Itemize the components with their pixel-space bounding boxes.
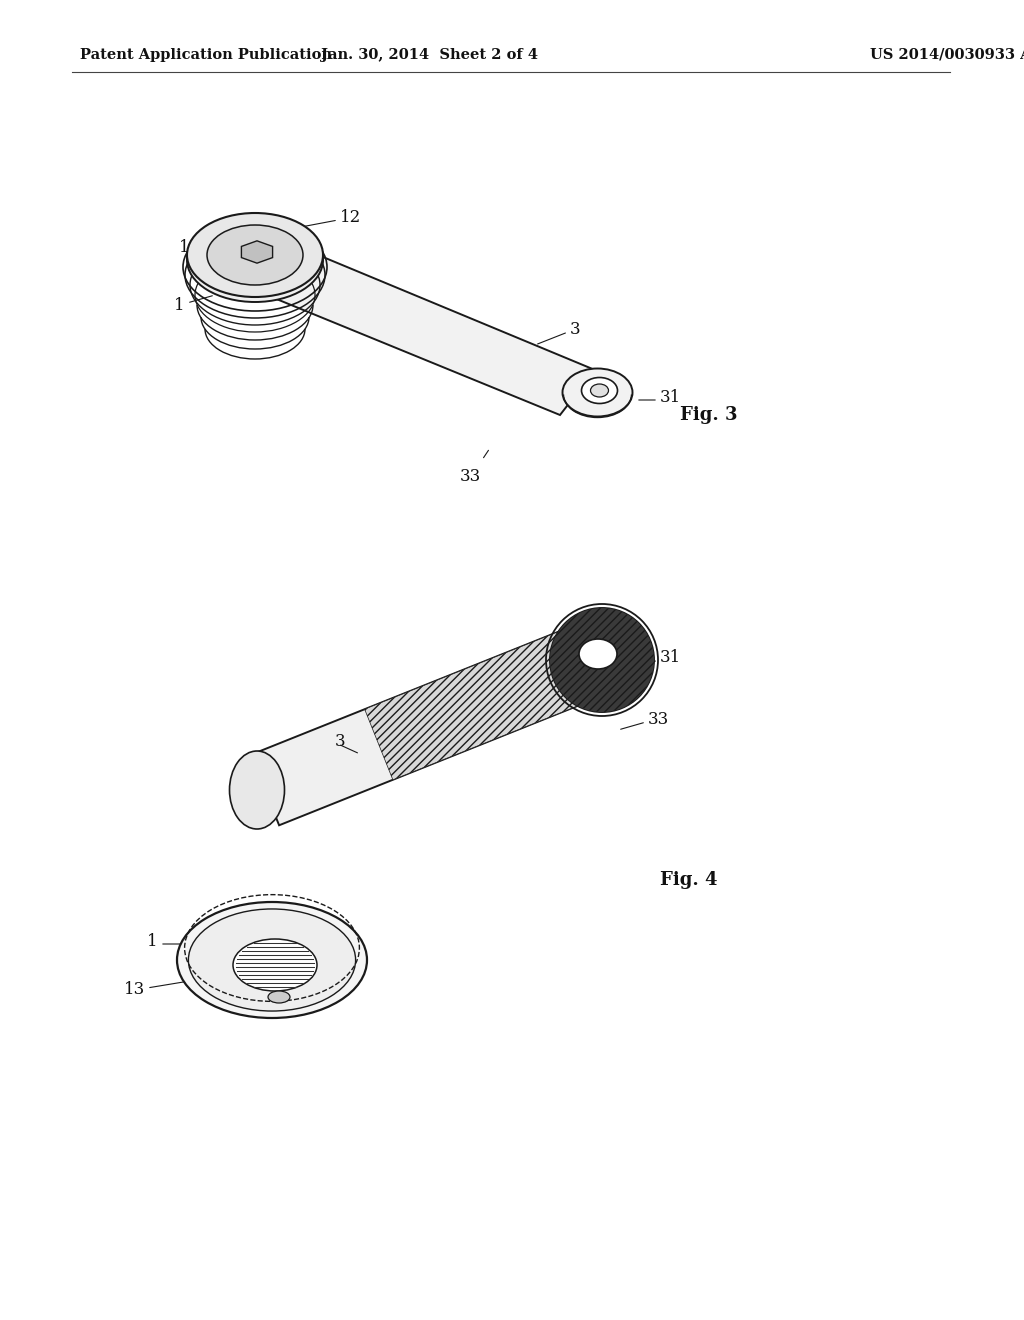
Text: Fig. 4: Fig. 4 — [660, 871, 718, 888]
Ellipse shape — [187, 213, 323, 297]
Ellipse shape — [550, 609, 654, 711]
Text: 33: 33 — [648, 711, 670, 729]
Ellipse shape — [591, 384, 608, 397]
Ellipse shape — [582, 378, 617, 404]
Ellipse shape — [562, 368, 633, 417]
Ellipse shape — [233, 939, 317, 991]
Ellipse shape — [207, 224, 303, 285]
Text: 1: 1 — [174, 297, 185, 314]
Ellipse shape — [177, 902, 367, 1018]
Text: 31: 31 — [660, 389, 681, 407]
Ellipse shape — [188, 909, 355, 1011]
Polygon shape — [230, 235, 595, 414]
Polygon shape — [365, 624, 604, 780]
Ellipse shape — [268, 991, 290, 1003]
Ellipse shape — [187, 218, 323, 302]
Text: 1: 1 — [147, 933, 158, 950]
Ellipse shape — [229, 751, 285, 829]
Polygon shape — [251, 624, 604, 825]
Text: 12: 12 — [340, 210, 361, 227]
Text: 31: 31 — [660, 649, 681, 667]
Text: 11: 11 — [179, 239, 200, 256]
Polygon shape — [242, 240, 272, 263]
Text: Patent Application Publication: Patent Application Publication — [80, 48, 332, 62]
Ellipse shape — [550, 609, 654, 711]
Text: 33: 33 — [460, 469, 480, 484]
Text: US 2014/0030933 A1: US 2014/0030933 A1 — [870, 48, 1024, 62]
Text: 3: 3 — [335, 734, 346, 751]
Ellipse shape — [579, 639, 617, 669]
Text: 3: 3 — [570, 322, 581, 338]
Text: 13: 13 — [124, 982, 145, 998]
Text: Fig. 3: Fig. 3 — [680, 407, 737, 424]
Text: Jan. 30, 2014  Sheet 2 of 4: Jan. 30, 2014 Sheet 2 of 4 — [322, 48, 539, 62]
